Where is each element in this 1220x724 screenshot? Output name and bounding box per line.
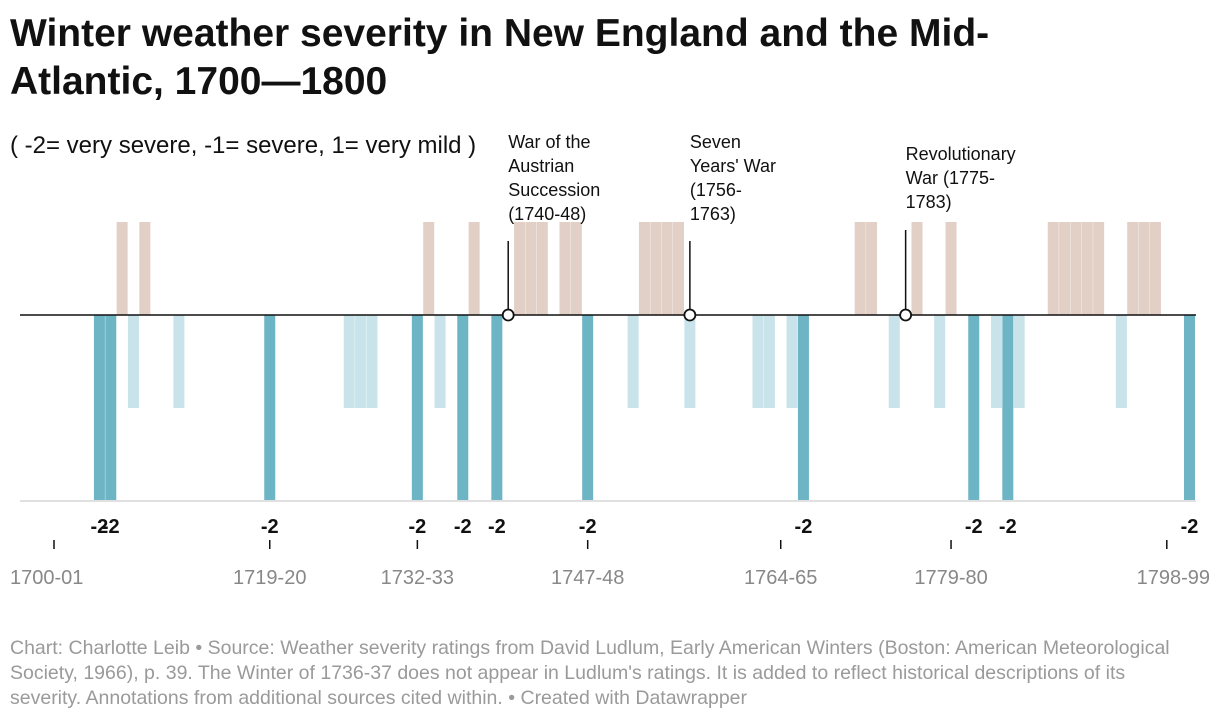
bar-1756-57 [684, 315, 696, 408]
annotations-group: War of the Austrian Succession (1740-48) Sev… [501, 132, 1016, 322]
bars-group [93, 222, 1195, 501]
bar-1728-29 [366, 315, 378, 408]
bar-1762-63 [752, 315, 764, 408]
tool-credit: Created with Datawrapper [520, 687, 748, 709]
x-tick-label: 1747-48 [551, 567, 624, 589]
x-tick-label: 1700-01 [10, 567, 83, 589]
data-label-1732-33: -2 [408, 516, 426, 538]
data-label-undefined: -2 [1181, 516, 1199, 538]
bar-1742-43 [525, 222, 537, 315]
bar-1774-75 [888, 315, 900, 408]
chart-notes: Chart: Charlotte Leib • Source: Weather … [10, 636, 1200, 711]
data-label-1705-06: -2 [102, 516, 120, 538]
data-label-1781-82: -2 [965, 516, 983, 538]
bar-1753-54 [650, 222, 662, 315]
bar-1779-80 [945, 222, 957, 315]
bar-1708-09 [139, 222, 151, 315]
bar-1727-28 [355, 315, 367, 408]
data-label-1739-40: -2 [488, 516, 506, 538]
x-tick-label: 1719-20 [233, 567, 306, 589]
bar-1791-92 [1081, 222, 1093, 315]
bar-1796-97 [1138, 222, 1150, 315]
bar-1719-20 [264, 315, 276, 501]
bar-1765-66 [786, 315, 798, 408]
bar-1788-89 [1047, 222, 1059, 315]
separator: • [195, 637, 203, 659]
bar-1745-46 [559, 222, 571, 315]
bar-1704-05 [93, 315, 105, 501]
bar-1784-85 [1002, 315, 1014, 501]
x-tick-label: 1764-65 [744, 567, 817, 589]
bar-1781-82 [968, 315, 980, 501]
annotation-label: War of the Austrian Succession (1740-48) [508, 132, 600, 224]
bar-1707-08 [127, 315, 139, 408]
bar-1794-95 [1115, 315, 1127, 408]
bar-1783-84 [990, 315, 1002, 408]
data-label-1747-48: -2 [579, 516, 597, 538]
annotation-label: Revolutionary War (1775-1783) [906, 144, 1016, 212]
bar-1743-44 [536, 222, 548, 315]
bar-1755-56 [673, 222, 685, 315]
bar-1785-86 [1013, 315, 1025, 408]
bar-1797-98 [1149, 222, 1161, 315]
annotation-marker [683, 308, 697, 322]
data-label-1736-37: -2 [454, 516, 472, 538]
annotation-label: Seven Years' War (1756-1763) [690, 132, 776, 224]
bar-1734-35 [434, 315, 446, 408]
data-label-1766-67: -2 [795, 516, 813, 538]
bar-1705-06 [105, 315, 117, 501]
bar-1778-79 [934, 315, 946, 408]
separator: • [508, 687, 516, 709]
bar-1746-47 [570, 222, 582, 315]
bar-1747-48 [582, 315, 594, 501]
bar-1711-12 [173, 315, 185, 408]
bar-1752-53 [638, 222, 650, 315]
x-tick-label: 1779-80 [914, 567, 987, 589]
annotation-marker [501, 308, 515, 322]
bar-1790-91 [1070, 222, 1082, 315]
bar-1751-52 [627, 315, 639, 408]
data-labels-group: -2-2 -2 -2 -2 -2 -2 -2 -2 -2 -2 [91, 516, 1199, 538]
bar-1795-96 [1127, 222, 1139, 315]
chart-area: -2-2 -2 -2 -2 -2 -2 -2 -2 -2 -2 1700-01 1719-20 173… [10, 132, 1210, 589]
x-axis: 1700-01 1719-20 1732-33 1747-48 1764-65 1779-… [10, 540, 1210, 589]
bar-undefined [1184, 315, 1195, 501]
chart-subtitle: ( -2= very severe, -1= severe, 1= very m… [10, 132, 477, 159]
x-tick-label: 1732-33 [381, 567, 454, 589]
bar-1736-37 [457, 315, 469, 501]
bar-1732-33 [411, 315, 423, 501]
bar-1741-42 [514, 222, 526, 315]
data-label-1784-85: -2 [999, 516, 1017, 538]
bar-1739-40 [491, 315, 503, 501]
source-text: Source: Weather severity ratings from Da… [10, 637, 1170, 709]
bar-1776-77 [911, 222, 923, 315]
bar-1766-67 [797, 315, 809, 501]
data-label-1719-20: -2 [261, 516, 279, 538]
bar-1792-93 [1093, 222, 1105, 315]
bar-1737-38 [468, 222, 480, 315]
bar-1789-90 [1059, 222, 1071, 315]
credit-text: Chart: Charlotte Leib [10, 637, 190, 659]
bar-1754-55 [661, 222, 673, 315]
annotation-marker [899, 308, 913, 322]
x-tick-label: 1798-99 [1137, 567, 1210, 589]
bar-1771-72 [854, 222, 866, 315]
bar-1706-07 [116, 222, 128, 315]
bar-1733-34 [423, 222, 435, 315]
chart-title: Winter weather severity in New England a… [10, 12, 990, 103]
bar-1726-27 [343, 315, 355, 408]
data-label-1704-05: -2 [91, 516, 109, 538]
bar-1772-73 [866, 222, 878, 315]
bar-1763-64 [763, 315, 775, 408]
